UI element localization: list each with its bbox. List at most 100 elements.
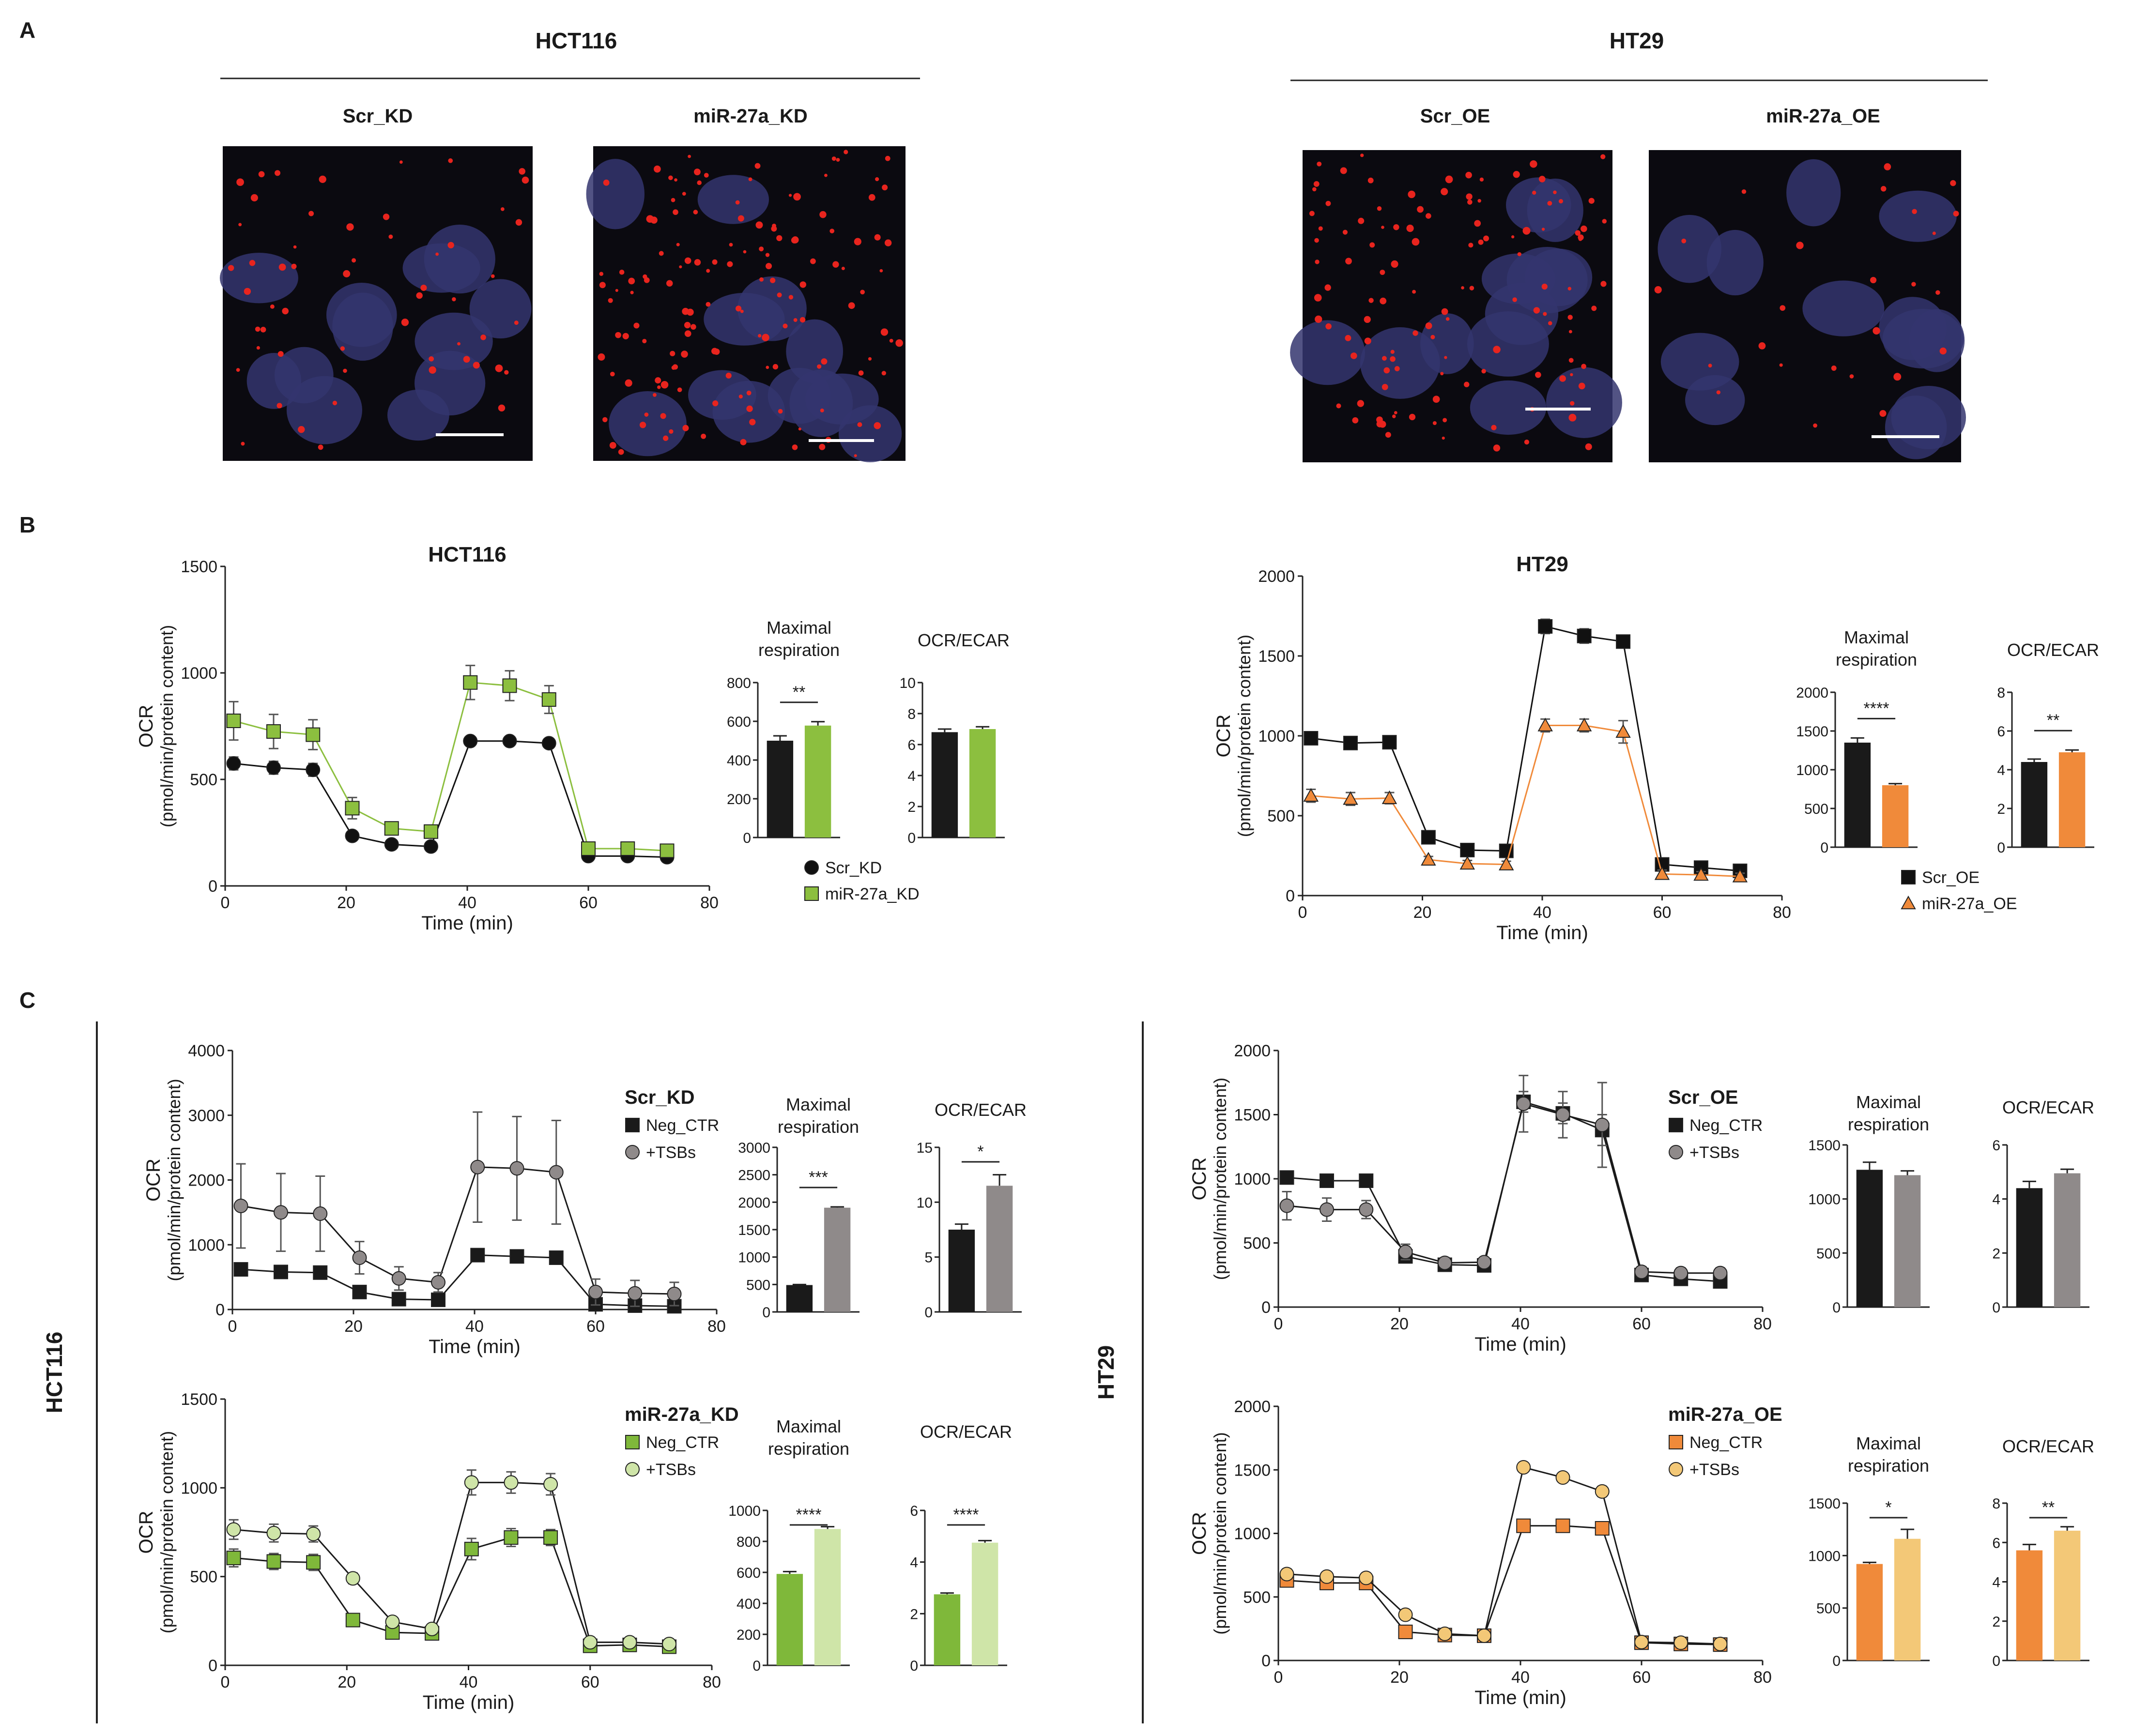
red-punctum xyxy=(429,356,434,362)
y-axis-label-units: (pmol/min/protein content) xyxy=(157,1431,177,1633)
data-point xyxy=(1576,717,1592,731)
y-tick-label: 0 xyxy=(762,1305,770,1321)
data-point xyxy=(1343,791,1358,805)
red-punctum xyxy=(1345,258,1352,265)
red-punctum xyxy=(1893,373,1902,381)
legend-marker xyxy=(1669,1118,1683,1132)
significance-stars: **** xyxy=(1864,699,1889,717)
red-punctum xyxy=(646,215,654,223)
red-punctum xyxy=(884,239,892,246)
y-tick-label: 3000 xyxy=(738,1140,770,1156)
red-punctum xyxy=(660,413,666,419)
red-punctum xyxy=(480,335,486,340)
line-chart-b_hct116_ocr: 0 20 40 60 80 0 500 1000 1500 Time (min) OCR (pmol/… xyxy=(136,543,719,934)
chart-title: respiration xyxy=(1836,650,1917,670)
red-punctum xyxy=(275,170,281,176)
red-punctum xyxy=(759,277,764,282)
red-punctum xyxy=(282,307,289,315)
red-punctum xyxy=(429,366,436,374)
red-punctum xyxy=(619,269,625,275)
red-punctum xyxy=(670,350,675,356)
red-punctum xyxy=(1568,358,1574,363)
y-tick-label: 0 xyxy=(907,830,916,846)
data-point xyxy=(1654,866,1670,880)
data-point xyxy=(266,724,281,739)
nucleus xyxy=(402,243,480,293)
red-punctum xyxy=(1541,283,1548,290)
data-point xyxy=(431,1292,445,1307)
nucleus xyxy=(286,376,362,444)
data-point xyxy=(1343,735,1358,750)
y-tick-label: 6 xyxy=(910,1503,918,1519)
red-punctum xyxy=(684,321,691,329)
data-point xyxy=(588,1284,603,1299)
data-point xyxy=(391,1292,406,1307)
x-tick-label: 80 xyxy=(1773,903,1791,922)
red-punctum xyxy=(630,290,634,294)
data-point xyxy=(1382,735,1397,750)
red-punctum xyxy=(666,280,673,287)
red-punctum xyxy=(1336,403,1341,409)
red-punctum xyxy=(848,302,855,309)
data-point xyxy=(622,1635,637,1650)
red-punctum xyxy=(1559,375,1566,382)
red-punctum xyxy=(1493,444,1501,452)
red-punctum xyxy=(1654,286,1662,294)
data-point xyxy=(425,1621,440,1636)
chart-title: respiration xyxy=(758,640,840,660)
data-point xyxy=(1673,1265,1688,1280)
red-punctum xyxy=(473,362,480,369)
y-tick-label: 0 xyxy=(1261,1652,1271,1670)
red-punctum xyxy=(729,243,733,247)
chart-title: Maximal xyxy=(786,1095,851,1114)
line-chart-c_hct116_mir_ocr: 0 20 40 60 80 0 500 1000 1500 Time (min) OCR (pmol/… xyxy=(136,1390,739,1713)
red-punctum xyxy=(1313,181,1320,187)
bar-chart-c_hct116_mir_maxresp: 0 200 400 600 800 1000 Maximal respiration **** xyxy=(728,1416,850,1674)
red-punctum xyxy=(712,259,718,265)
data-point xyxy=(620,841,635,856)
bar-+TSBs xyxy=(986,1186,1013,1312)
red-punctum xyxy=(1511,235,1515,239)
bar-miR-27a_KD xyxy=(969,729,996,838)
chart-title: respiration xyxy=(1848,1114,1929,1134)
bar-Neg_CTR xyxy=(786,1285,813,1312)
red-punctum xyxy=(1351,352,1357,359)
data-point xyxy=(1615,724,1631,738)
y-tick-label: 8 xyxy=(907,706,916,722)
data-point xyxy=(509,1161,524,1176)
micrograph-mir27a-oe xyxy=(1649,150,1966,462)
nucleus xyxy=(586,159,645,229)
x-tick-label: 0 xyxy=(1298,903,1307,922)
bar-Scr_OE xyxy=(1844,743,1871,847)
nucleus xyxy=(326,282,397,347)
y-tick-label: 0 xyxy=(1286,887,1295,905)
data-point xyxy=(306,1555,321,1570)
legend-marker xyxy=(1901,895,1916,910)
red-punctum xyxy=(1325,323,1332,330)
red-punctum xyxy=(343,270,351,278)
red-punctum xyxy=(1532,190,1536,195)
red-punctum xyxy=(1412,330,1418,336)
red-punctum xyxy=(712,400,719,407)
y-tick-label: 1500 xyxy=(1234,1461,1271,1479)
nucleus xyxy=(697,175,769,224)
y-tick-label: 1500 xyxy=(738,1222,770,1238)
red-punctum xyxy=(1911,282,1916,287)
red-punctum xyxy=(793,193,801,201)
red-punctum xyxy=(241,442,245,446)
red-punctum xyxy=(1393,224,1399,230)
series-+TSBs xyxy=(233,1111,682,1307)
red-punctum xyxy=(340,346,345,351)
red-punctum xyxy=(270,304,275,309)
red-punctum xyxy=(1935,290,1940,295)
data-point xyxy=(1279,1170,1294,1185)
y-tick-label: 2 xyxy=(907,799,916,815)
red-punctum xyxy=(1461,286,1464,289)
legend: Scr_KD Neg_CTR +TSBs xyxy=(625,1087,719,1162)
y-tick-label: 500 xyxy=(1243,1588,1271,1607)
red-punctum xyxy=(250,194,258,202)
red-punctum xyxy=(610,371,615,377)
red-punctum xyxy=(258,171,265,178)
red-punctum xyxy=(738,395,743,399)
